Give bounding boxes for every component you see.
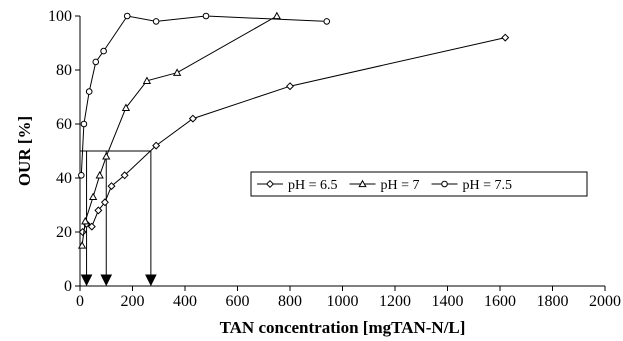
legend-marker [358, 179, 367, 188]
axes: 0 200 400 600 800 1000 1200 1400 1600 1800 2000 0 20… [48, 8, 621, 310]
x-axis-title: TAN concentration [mgTAN-N/L] [220, 318, 466, 337]
legend-label: pH = 7 [381, 178, 420, 193]
legend-label: pH = 7.5 [463, 178, 513, 193]
data-point [323, 18, 331, 25]
y-tick-label: 60 [56, 116, 72, 133]
data-point [92, 58, 100, 66]
data-point [100, 47, 107, 55]
data-point [77, 241, 87, 249]
data-point [88, 192, 98, 201]
data-point [80, 120, 88, 128]
y-axis-title: OUR [%] [15, 116, 34, 186]
legend-marker [265, 179, 275, 189]
data-point [202, 12, 210, 20]
x-tick-label: 200 [121, 293, 145, 310]
x-tick-label: 0 [76, 293, 84, 310]
data-point [120, 171, 129, 180]
data-point [142, 76, 152, 84]
y-tick-label: 0 [64, 278, 72, 295]
legend-box [250, 171, 588, 197]
y-tick-label: 40 [56, 170, 72, 187]
legend-marker [441, 180, 448, 188]
series-line [82, 37, 506, 233]
data-point [152, 141, 161, 150]
data-point [272, 11, 282, 20]
data-point [188, 114, 197, 123]
y-tick-label: 80 [56, 62, 72, 79]
data-point [78, 172, 85, 179]
legend-item: pH = 7.5 [431, 178, 513, 193]
x-tick-label: 400 [173, 293, 197, 310]
guide-arrow [145, 274, 157, 287]
data-point [102, 152, 111, 160]
x-tick-label: 1200 [379, 293, 411, 310]
data-point [100, 198, 109, 207]
legend: pH = 6.5 pH = 7 pH = 7.5 [250, 171, 588, 197]
series-group [77, 11, 510, 249]
data-point [152, 18, 160, 25]
data-point [501, 33, 510, 42]
data-point [85, 88, 93, 95]
guide-arrow [80, 274, 93, 287]
x-tick-label: 800 [278, 293, 302, 310]
series-line [81, 15, 278, 246]
data-point [87, 222, 96, 231]
y-tick-label: 20 [56, 224, 72, 241]
guides [80, 150, 157, 287]
data-point [285, 82, 295, 91]
data-point [81, 216, 90, 225]
series-2 [77, 11, 282, 249]
y-tick-label: 100 [48, 8, 72, 25]
x-tick-label: 2000 [589, 293, 621, 310]
legend-item: pH = 7 [349, 178, 420, 193]
data-point [107, 182, 116, 191]
x-tick-label: 1000 [327, 293, 359, 310]
guide-arrow [100, 274, 113, 287]
data-point [123, 12, 131, 20]
data-point [121, 103, 131, 111]
series-3 [78, 12, 331, 179]
data-point [95, 170, 104, 179]
x-tick-label: 1400 [432, 293, 464, 310]
legend-label: pH = 6.5 [288, 178, 338, 193]
data-point [94, 206, 103, 215]
data-point [172, 68, 182, 76]
legend-item: pH = 6.5 [257, 178, 338, 193]
x-tick-label: 1600 [484, 293, 516, 310]
x-tick-label: 600 [226, 293, 250, 310]
series-1 [78, 33, 510, 237]
x-tick-label: 1800 [537, 293, 569, 310]
